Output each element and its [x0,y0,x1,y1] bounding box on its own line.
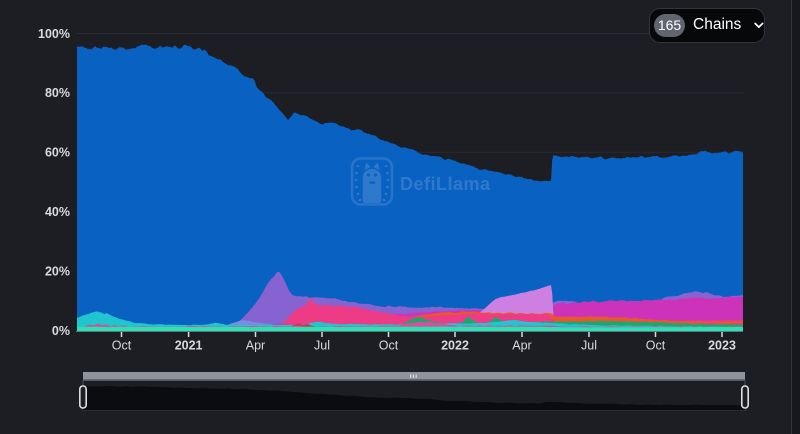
svg-text:60%: 60% [45,146,70,160]
svg-text:40%: 40% [45,205,70,219]
svg-text:80%: 80% [45,86,70,100]
svg-text:Apr: Apr [246,339,265,353]
svg-text:100%: 100% [38,27,70,41]
svg-text:2022: 2022 [441,339,469,353]
svg-text:Oct: Oct [112,339,132,353]
svg-text:2021: 2021 [175,339,203,353]
svg-text:Jul: Jul [314,339,330,353]
svg-text:2023: 2023 [708,339,736,353]
svg-text:DefiLlama: DefiLlama [400,174,491,194]
svg-text:Oct: Oct [379,339,399,353]
svg-text:Oct: Oct [646,339,666,353]
svg-text:Jul: Jul [581,339,597,353]
svg-text:Apr: Apr [512,339,531,353]
svg-text:0%: 0% [52,324,70,338]
svg-text:20%: 20% [45,264,70,278]
